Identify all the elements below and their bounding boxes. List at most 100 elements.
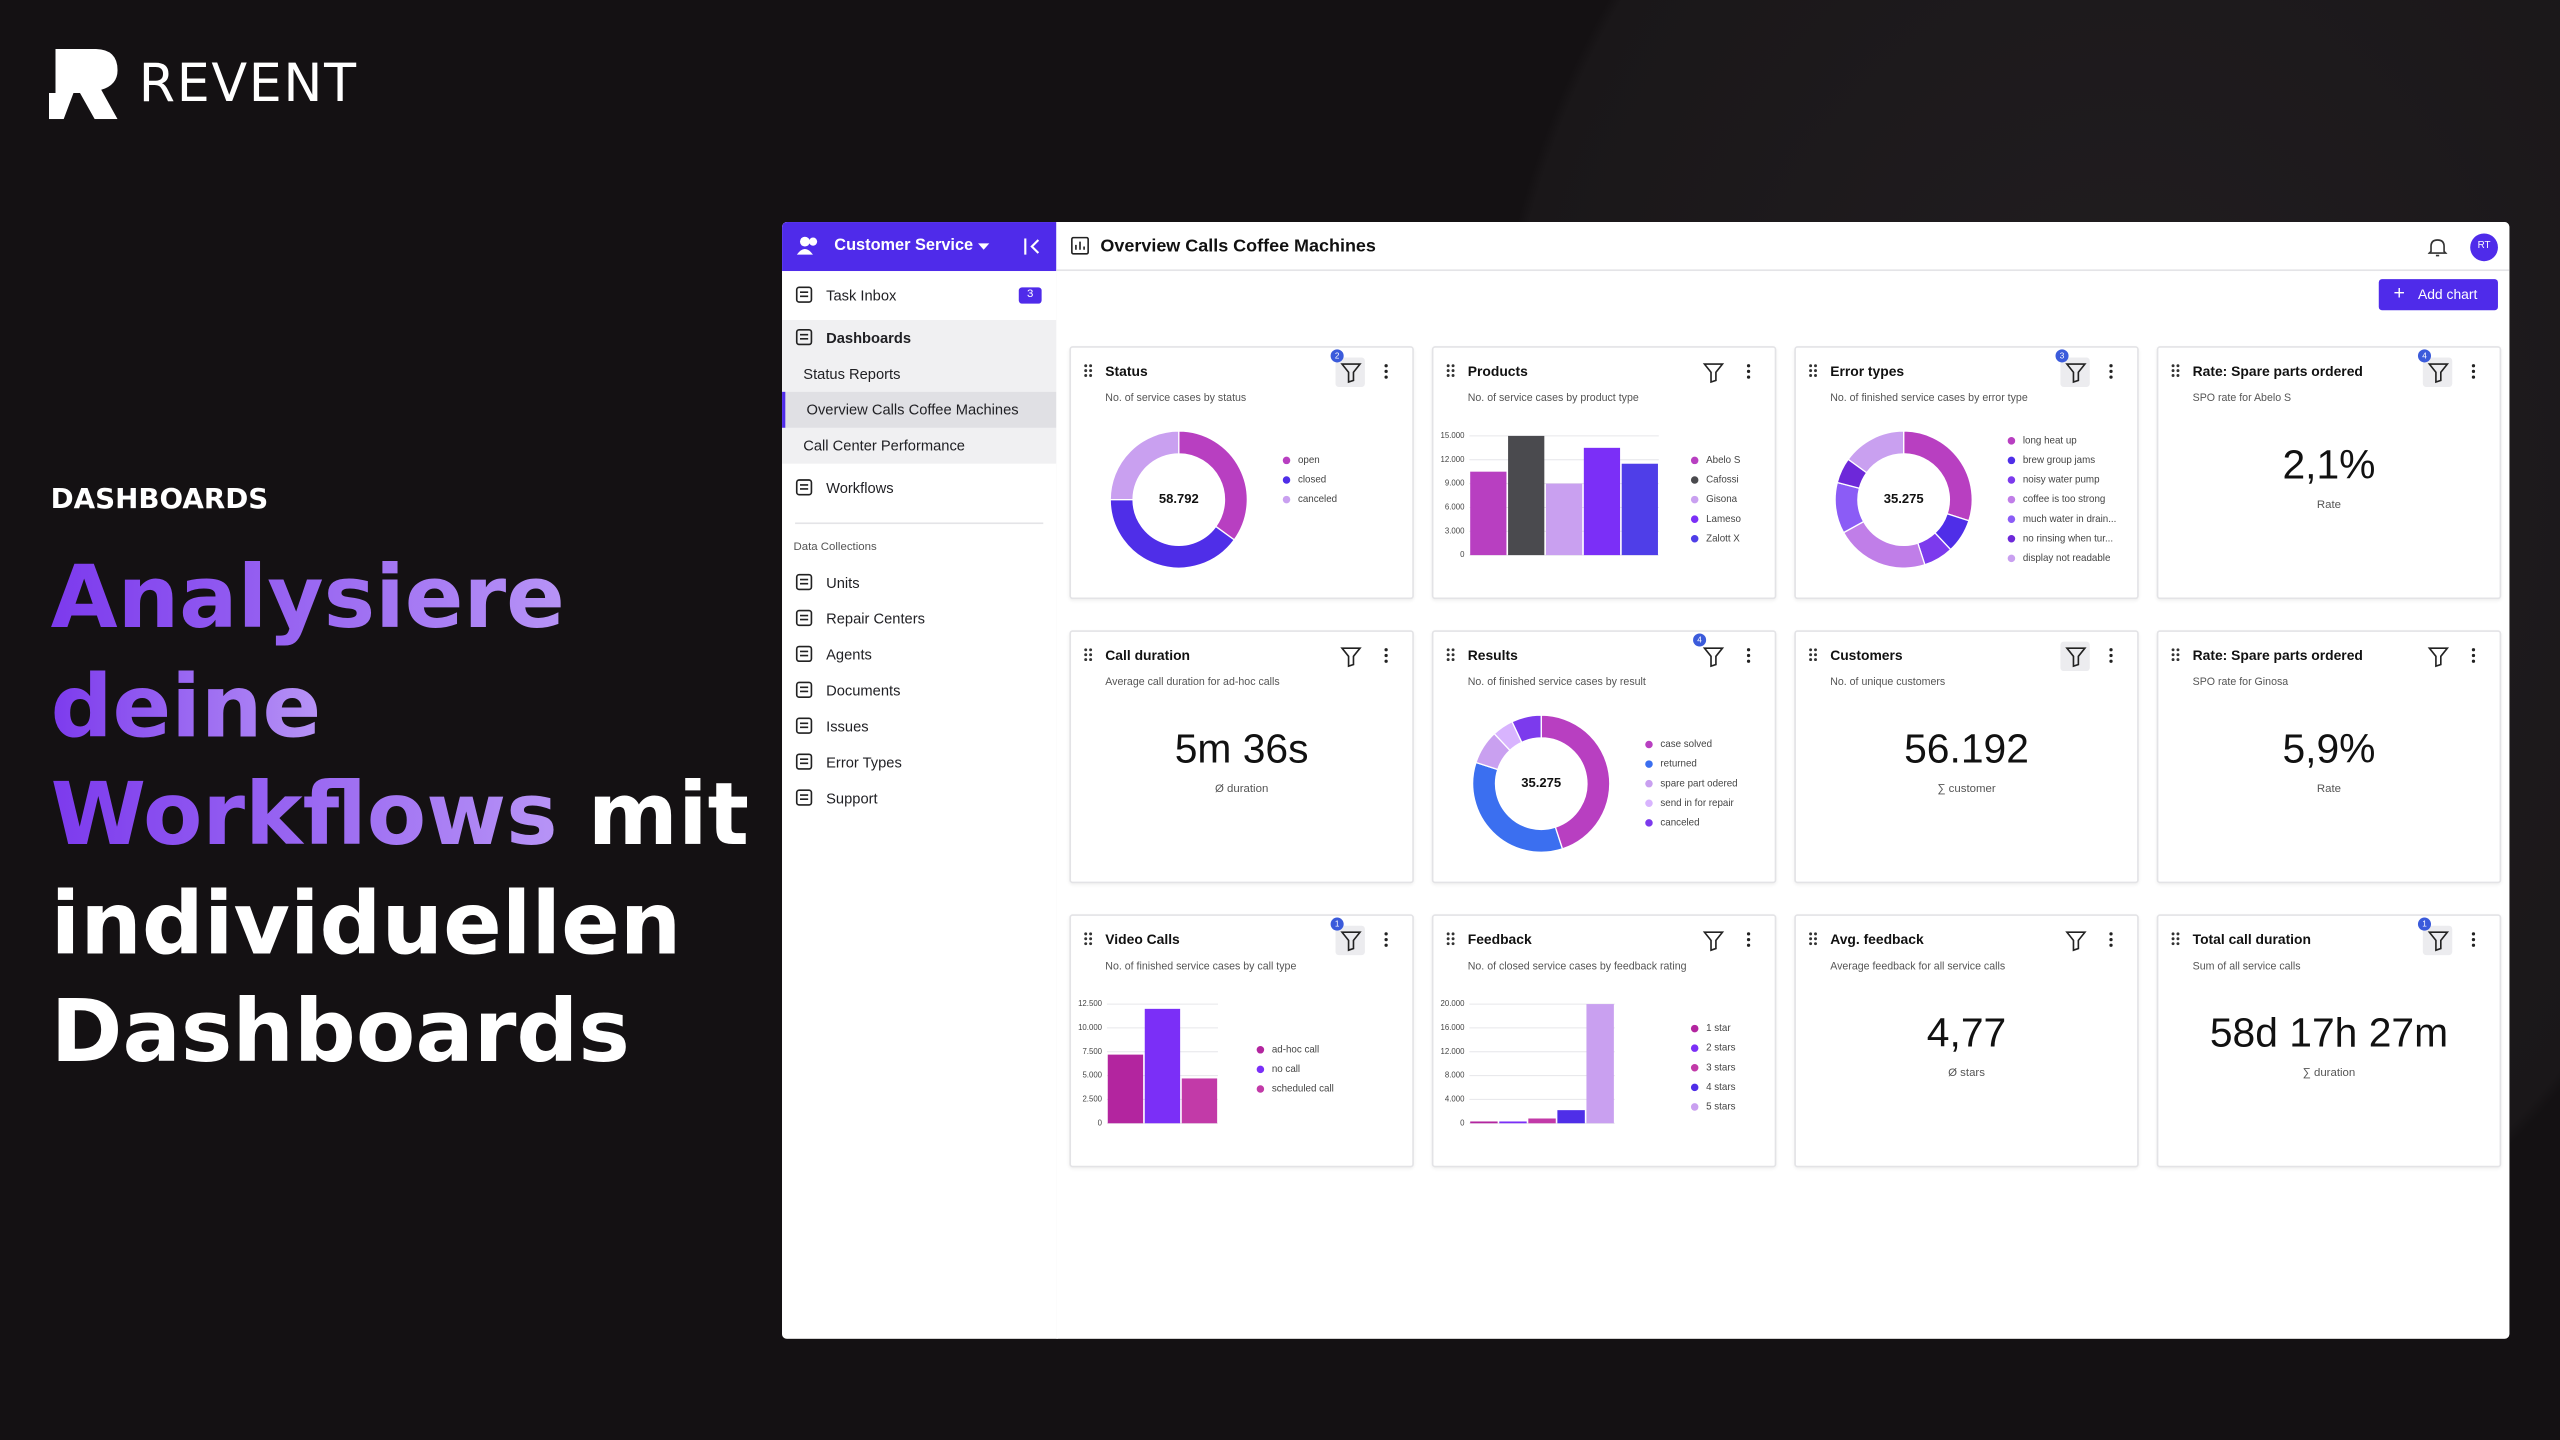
drag-handle	[2171, 364, 2175, 368]
legend-label: 4 stars	[1706, 1082, 1735, 1093]
donut-center-label: 35.275	[1884, 491, 1924, 506]
headline-line: Workflows mit	[51, 762, 749, 871]
chart-card: Error types No. of finished service cases…	[1794, 346, 2139, 600]
nav-label: Repair Centers	[826, 610, 925, 627]
notifications[interactable]	[2427, 237, 2448, 258]
button-label: Add chart	[2417, 285, 2478, 303]
card-canvas: Products No. of service cases by product …	[1441, 363, 1751, 559]
card-subtitle: Average feedback for all service calls	[1830, 960, 2005, 972]
filter-button[interactable]	[1340, 363, 1362, 384]
drag-handle	[1451, 374, 1455, 377]
chart-card: Status No. of service cases by status 2 58.…	[1069, 346, 1414, 600]
filter-button[interactable]	[1702, 647, 1725, 668]
more-menu	[1384, 932, 1388, 936]
card-title: Error types	[1830, 363, 1904, 379]
drag-handle	[1446, 374, 1450, 377]
filter-button[interactable]	[2427, 931, 2450, 952]
filter-button[interactable]	[2065, 363, 2087, 384]
drag-handle	[1084, 937, 1088, 941]
card-title: Rate: Spare parts ordered	[2193, 363, 2363, 379]
kpi-value: 2,1%	[2282, 442, 2376, 489]
filter-button[interactable]	[1340, 931, 1362, 952]
nav-item[interactable]: Workflows	[782, 470, 1056, 506]
card-canvas: Avg. feedback Average feedback for all se…	[1809, 931, 2113, 972]
card-title: Feedback	[1468, 931, 1532, 947]
nav-label: Support	[826, 790, 878, 807]
kpi-value: 5,9%	[2282, 726, 2376, 773]
chart-card: Feedback No. of closed service cases by f…	[1431, 914, 1777, 1168]
headline-word: Workflows	[50, 765, 558, 866]
legend-label: returned	[1660, 759, 1696, 770]
more-menu	[1746, 659, 1751, 663]
nav-item[interactable]: Support	[782, 780, 1056, 816]
legend-dot	[1256, 1046, 1265, 1054]
legend-dot	[1690, 1103, 1699, 1111]
drag-handle	[1809, 374, 1813, 377]
avatar[interactable]: RT	[2470, 233, 2498, 262]
y-tick-label: 2.500	[1082, 1094, 1102, 1103]
legend-dot	[1690, 1044, 1699, 1052]
icon	[795, 753, 813, 770]
card-subtitle: SPO rate for Abelo S	[2193, 392, 2291, 404]
legend-dot	[1690, 535, 1699, 543]
nav-item[interactable]: Repair Centers	[782, 601, 1056, 637]
nav-item[interactable]: Overview Calls Coffee Machines	[782, 391, 1057, 428]
legend-dot	[1256, 1065, 1265, 1074]
nav-item[interactable]: Units	[782, 565, 1056, 601]
filter-button[interactable]	[1340, 647, 1362, 668]
page-title: Overview Calls Coffee Machines	[1100, 236, 1376, 257]
nav-item[interactable]: Task Inbox 3	[782, 278, 1056, 314]
drag-handle	[1451, 648, 1455, 652]
bar	[1528, 1118, 1556, 1124]
chart-card: Products No. of service cases by product …	[1431, 346, 1777, 600]
more-menu	[2109, 369, 2113, 374]
more-menu	[2109, 943, 2113, 947]
chart-card: Rate: Spare parts ordered SPO rate for Gi…	[2156, 630, 2502, 884]
brand: REVENT	[138, 52, 358, 115]
icon	[1071, 236, 1089, 255]
filter-active-bg	[1335, 925, 1365, 956]
card-title: Video Calls	[1105, 931, 1180, 947]
bar	[1545, 483, 1583, 556]
kpi-value: 4,77	[1926, 1010, 2007, 1057]
card-canvas: Status No. of service cases by status 2 58.…	[1084, 349, 1388, 569]
filter-badge	[2055, 349, 2069, 363]
kpi-caption: Ø stars	[1948, 1067, 1985, 1080]
nav-item[interactable]: Dashboards	[782, 320, 1056, 356]
nav-label: Call Center Performance	[803, 437, 965, 454]
card-canvas: Video Calls No. of finished service cases…	[1078, 917, 1388, 1127]
legend-dot	[2007, 515, 2016, 523]
filter-count: 4	[1697, 636, 1702, 645]
filter-button[interactable]	[1702, 931, 1725, 952]
y-tick-label: 6.000	[1445, 502, 1465, 511]
nav-item[interactable]: Call Center Performance	[782, 428, 1056, 464]
y-tick-label: 15.000	[1441, 431, 1466, 440]
drag-handle	[1809, 932, 1813, 936]
nav-item[interactable]: Documents	[782, 673, 1056, 709]
filter-button[interactable]	[2427, 363, 2450, 384]
chart-card: Results No. of finished service cases by …	[1431, 630, 1777, 884]
bar	[1586, 1004, 1614, 1124]
more-menu	[1746, 653, 1751, 658]
drag-handle	[1446, 369, 1450, 373]
nav-item[interactable]: Agents	[782, 637, 1056, 673]
filter-button[interactable]	[2065, 647, 2087, 668]
filter-button[interactable]	[1702, 363, 1725, 384]
drag-handle	[2176, 937, 2180, 941]
nav-item[interactable]: Status Reports	[782, 356, 1056, 392]
legend-dot	[2007, 535, 2016, 543]
filter-button[interactable]	[2065, 931, 2087, 952]
add-chart-button[interactable]: + Add chart	[2378, 279, 2498, 311]
drag-handle	[1084, 942, 1088, 946]
card-subtitle: No. of closed service cases by feedback …	[1468, 960, 1687, 972]
filter-button[interactable]	[2427, 647, 2450, 668]
drag-handle	[1089, 648, 1093, 652]
collapse-button[interactable]	[1024, 238, 1040, 255]
icon-shape	[795, 609, 813, 627]
nav-item[interactable]: Issues	[782, 709, 1056, 745]
workspace-switcher[interactable]: Customer Service	[782, 222, 1057, 272]
nav-item[interactable]: Error Types	[782, 744, 1056, 780]
legend-label: 1 star	[1706, 1023, 1731, 1034]
donut-segment	[1842, 520, 1926, 569]
bar	[1557, 1110, 1585, 1124]
